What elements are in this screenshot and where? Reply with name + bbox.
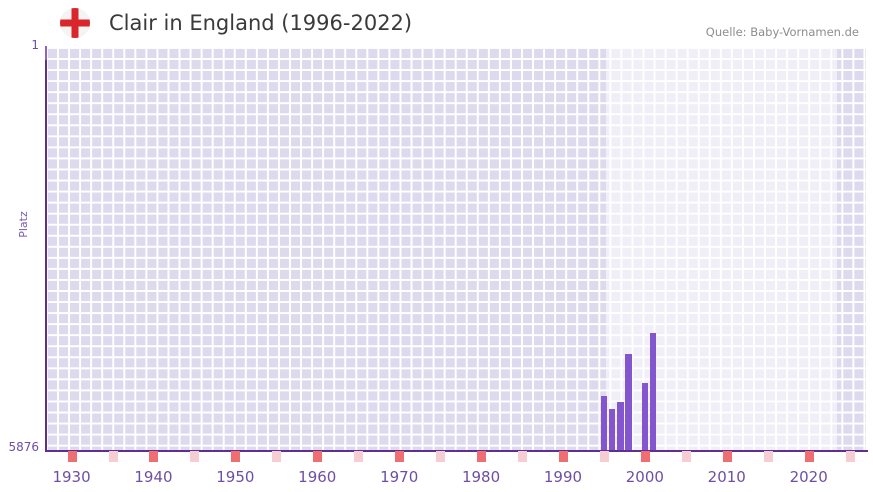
x-tick-minor bbox=[681, 451, 691, 462]
x-axis-tick-label: 1940 bbox=[134, 468, 173, 486]
x-axis-tick-label: 1970 bbox=[380, 468, 419, 486]
y-axis-title: Platz bbox=[16, 211, 30, 238]
x-axis-tick-label: 1950 bbox=[216, 468, 255, 486]
x-tick-major bbox=[558, 451, 568, 462]
plot-area: 1 5876 Platz 1930 1940 1950 1960 1970 1980 199… bbox=[8, 38, 868, 486]
x-tick-major bbox=[477, 451, 487, 462]
x-tick-minor bbox=[763, 451, 773, 462]
x-tick-minor bbox=[436, 451, 446, 462]
plot-grid-background bbox=[47, 48, 866, 450]
bar[interactable] bbox=[617, 402, 624, 450]
y-axis-top-label: 1 bbox=[31, 38, 39, 52]
x-tick-major bbox=[395, 451, 405, 462]
y-axis-line bbox=[45, 46, 47, 452]
x-axis-line bbox=[45, 450, 868, 452]
y-axis-top-tick bbox=[45, 46, 47, 60]
x-tick-major bbox=[313, 451, 323, 462]
england-flag-icon bbox=[60, 8, 90, 38]
x-axis-tick-label: 1980 bbox=[461, 468, 501, 486]
x-tick-major bbox=[67, 451, 77, 462]
x-tick-minor bbox=[599, 451, 609, 462]
x-tick-major bbox=[231, 451, 241, 462]
x-tick-minor bbox=[190, 451, 200, 462]
bar[interactable] bbox=[649, 332, 657, 450]
bar[interactable] bbox=[641, 383, 649, 450]
x-axis-tick-label: 2000 bbox=[625, 468, 664, 486]
bar[interactable] bbox=[600, 396, 608, 450]
bar[interactable] bbox=[625, 354, 632, 450]
x-tick-major bbox=[640, 451, 650, 462]
x-tick-minor bbox=[272, 451, 282, 462]
x-tick-minor bbox=[518, 451, 528, 462]
chart-title: Clair in England (1996-2022) bbox=[109, 11, 413, 35]
x-axis-tick-label: 2020 bbox=[789, 468, 828, 486]
x-tick-minor bbox=[354, 451, 364, 462]
chart-header: Clair in England (1996-2022) Quelle: Bab… bbox=[0, 0, 873, 44]
x-axis-tick-label: 2010 bbox=[707, 468, 746, 486]
x-axis-tick-label: 1960 bbox=[298, 468, 337, 486]
x-tick-major bbox=[722, 451, 732, 462]
x-tick-major bbox=[804, 451, 814, 462]
x-axis-tick-label: 1990 bbox=[543, 468, 583, 486]
x-tick-major bbox=[149, 451, 159, 462]
x-tick-minor bbox=[845, 451, 855, 462]
x-tick-minor bbox=[108, 451, 118, 462]
x-axis-tick-label: 1930 bbox=[52, 468, 91, 486]
bar[interactable] bbox=[608, 409, 616, 450]
y-axis-bottom-label: 5876 bbox=[8, 440, 39, 454]
source-attribution: Quelle: Baby-Vornamen.de bbox=[705, 25, 859, 39]
